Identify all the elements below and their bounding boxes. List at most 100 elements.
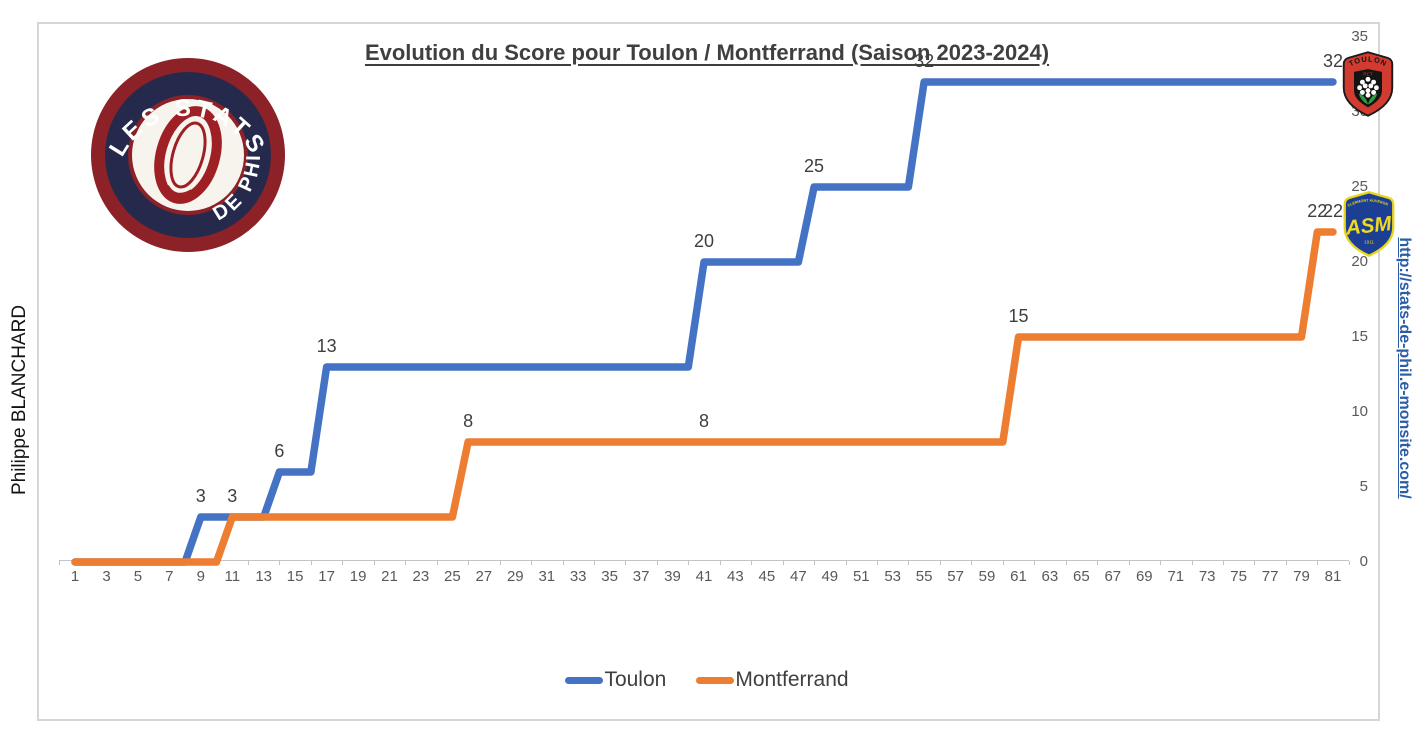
x-axis-label-21: 21 [381,568,398,585]
x-tick [59,561,61,565]
x-axis-label-49: 49 [821,568,839,585]
x-tick [279,561,281,565]
x-tick [468,561,470,565]
x-tick [688,561,690,565]
x-axis-label-79: 79 [1293,568,1310,585]
x-axis-label-55: 55 [915,568,933,585]
x-axis-label-63: 63 [1041,568,1059,585]
y-axis-label-5: 5 [1359,478,1368,495]
x-tick [1222,561,1224,565]
x-tick [1034,561,1036,565]
x-axis-label-73: 73 [1198,568,1216,585]
x-axis-label-33: 33 [569,568,587,585]
toulon-leaves [1358,93,1378,105]
x-axis-label-31: 31 [538,568,556,585]
x-axis-label-27: 27 [475,568,493,585]
data-label-montferrand-26: 8 [463,411,474,431]
toulon-flowers [1357,76,1379,98]
x-axis-label-37: 37 [632,568,650,585]
x-tick [216,561,218,565]
x-tick [751,561,753,565]
legend: Toulon Montferrand [37,668,1377,692]
x-tick [971,561,973,565]
x-axis-line [59,560,1349,561]
x-axis-label-7: 7 [165,568,174,585]
x-axis-label-5: 5 [133,568,143,585]
x-tick [782,561,784,565]
x-axis-label-19: 19 [349,568,367,585]
x-tick [1097,561,1099,565]
chart-title-text: Evolution du Score pour Toulon / Montfer… [364,40,1050,65]
x-tick [1317,561,1319,565]
data-label-montferrand-11: 3 [227,486,238,506]
x-axis-label-51: 51 [852,568,870,585]
toulon-badge-sub: RCT [1363,72,1373,77]
toulon-badge-name: TOULON [1347,54,1387,68]
x-tick [1191,561,1193,565]
legend-swatch-toulon [565,676,604,684]
x-tick [625,561,627,565]
author-credit: Philippe BLANCHARD [9,304,30,496]
x-tick [531,561,532,565]
y-axis-label-25: 25 [1351,178,1368,195]
x-axis-label-81: 81 [1324,568,1342,585]
x-tick [1065,561,1067,565]
data-label-montferrand-61: 15 [1008,306,1029,326]
x-tick [153,561,155,565]
y-axis-label-20: 20 [1351,253,1368,270]
x-axis-label-9: 9 [196,568,205,585]
x-tick [499,561,501,565]
x-axis-label-65: 65 [1073,568,1090,585]
website-url-link[interactable]: http://stats-de-phil.e-monsite.com/ [1396,237,1413,499]
data-label-toulon-9: 3 [195,486,206,506]
legend-label-montferrand: Montferrand [735,668,849,691]
x-tick [1285,561,1287,565]
data-label-toulon-17: 13 [316,336,337,356]
legend-item-toulon: Toulon [565,668,666,692]
x-axis-label-45: 45 [758,568,776,585]
x-tick [1002,561,1004,565]
x-axis-label-11: 11 [224,568,241,585]
x-tick [814,561,816,565]
data-label-montferrand-41: 8 [698,411,710,431]
x-axis-label-61: 61 [1010,568,1027,585]
x-tick [845,561,847,565]
x-tick [373,561,375,565]
x-axis-label-25: 25 [444,568,461,585]
x-tick [656,561,658,565]
svg-text:TOULON: TOULON [1347,54,1388,68]
asm-badge-name: ASM [1344,212,1394,240]
legend-swatch-montferrand [696,676,735,684]
asm-badge-sub: 1911 [1364,240,1374,245]
data-label-toulon-48: 25 [804,156,825,176]
x-tick [562,561,564,565]
x-axis-label-41: 41 [695,568,713,585]
x-tick [1128,561,1130,565]
data-label-montferrand-81: 22 [1322,201,1344,221]
legend-item-montferrand: Montferrand [696,668,849,692]
x-tick [248,561,249,565]
x-tick [342,561,344,565]
x-axis-label-57: 57 [947,568,964,585]
y-axis-label-35: 35 [1351,28,1368,45]
data-label-toulon-14: 6 [274,441,285,461]
data-label-toulon-41: 20 [693,231,715,251]
x-tick [90,561,92,565]
stats-de-phil-logo: LES STATS DE PHIL [88,55,285,252]
x-axis-label-35: 35 [601,568,618,585]
chart-title: Evolution du Score pour Toulon / Montfer… [37,40,1377,66]
x-tick [939,561,941,565]
x-axis-label-15: 15 [286,568,304,585]
x-tick [122,561,124,565]
x-tick [1254,561,1256,565]
x-axis-label-29: 29 [506,568,524,585]
x-axis-label-59: 59 [978,568,996,585]
x-tick [436,561,438,565]
y-axis-label-15: 15 [1351,328,1368,345]
toulon-badge-icon: TOULON RCT [1342,51,1394,117]
data-label-toulon-81: 32 [1322,51,1344,71]
x-axis-label-1: 1 [70,568,80,585]
y-axis-label-10: 10 [1351,403,1368,420]
x-axis-label-17: 17 [318,568,335,585]
